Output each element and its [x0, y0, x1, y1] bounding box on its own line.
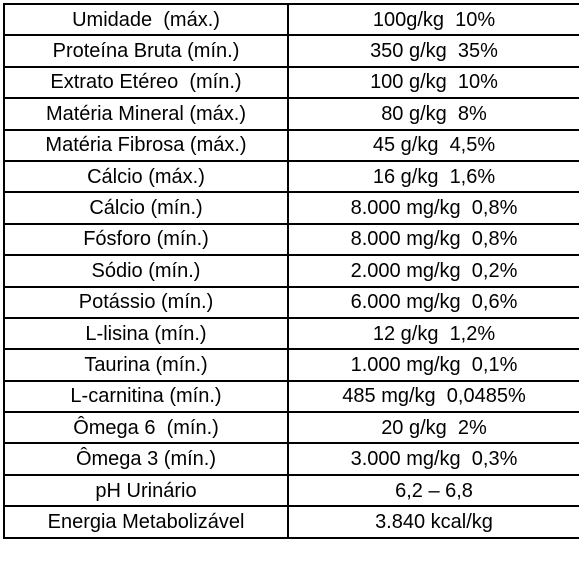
- row-label: L-carnitina (mín.): [3, 379, 289, 414]
- row-value: 3.840 kcal/kg: [287, 505, 579, 539]
- nutrition-table-body: Umidade (máx.) 100g/kg 10% Proteína Bruta…: [3, 2, 579, 539]
- table-row: Taurina (mín.) 1.000 mg/kg 0,1%: [3, 348, 579, 382]
- row-value: 16 g/kg 1,6%: [287, 159, 579, 194]
- row-value: 80 g/kg 8%: [287, 97, 579, 131]
- table-row: Matéria Mineral (máx.) 80 g/kg 8%: [3, 97, 579, 131]
- nutrition-table-container: Umidade (máx.) 100g/kg 10% Proteína Bruta…: [3, 2, 579, 539]
- row-label: Matéria Fibrosa (máx.): [3, 128, 289, 162]
- row-label: Taurina (mín.): [3, 348, 289, 382]
- row-value: 8.000 mg/kg 0,8%: [287, 222, 579, 257]
- row-value: 45 g/kg 4,5%: [287, 128, 579, 162]
- row-label: Ômega 3 (mín.): [3, 442, 289, 476]
- row-value: 485 mg/kg 0,0485%: [287, 379, 579, 414]
- row-value: 3.000 mg/kg 0,3%: [287, 442, 579, 476]
- table-row: Extrato Etéreo (mín.) 100 g/kg 10%: [3, 65, 579, 100]
- table-row: Cálcio (máx.) 16 g/kg 1,6%: [3, 159, 579, 194]
- row-value: 12 g/kg 1,2%: [287, 316, 579, 351]
- row-value: 6,2 – 6,8: [287, 473, 579, 508]
- row-value: 6.000 mg/kg 0,6%: [287, 285, 579, 319]
- table-row: L-lisina (mín.) 12 g/kg 1,2%: [3, 316, 579, 351]
- row-value: 100 g/kg 10%: [287, 65, 579, 100]
- table-row: Ômega 6 (mín.) 20 g/kg 2%: [3, 411, 579, 445]
- row-label: L-lisina (mín.): [3, 316, 289, 351]
- table-row: Cálcio (mín.) 8.000 mg/kg 0,8%: [3, 191, 579, 225]
- table-row: Proteína Bruta (mín.) 350 g/kg 35%: [3, 34, 579, 68]
- row-value: 8.000 mg/kg 0,8%: [287, 191, 579, 225]
- row-label: Extrato Etéreo (mín.): [3, 65, 289, 100]
- row-label: Fósforo (mín.): [3, 222, 289, 257]
- table-row: Sódio (mín.) 2.000 mg/kg 0,2%: [3, 254, 579, 288]
- table-row: Energia Metabolizável 3.840 kcal/kg: [3, 505, 579, 539]
- table-row: Matéria Fibrosa (máx.) 45 g/kg 4,5%: [3, 128, 579, 162]
- row-value: 1.000 mg/kg 0,1%: [287, 348, 579, 382]
- row-label: Matéria Mineral (máx.): [3, 97, 289, 131]
- row-value: 20 g/kg 2%: [287, 411, 579, 445]
- row-value: 100g/kg 10%: [287, 2, 579, 37]
- table-row: Potássio (mín.) 6.000 mg/kg 0,6%: [3, 285, 579, 319]
- row-label: Cálcio (mín.): [3, 191, 289, 225]
- table-row: Ômega 3 (mín.) 3.000 mg/kg 0,3%: [3, 442, 579, 476]
- nutrition-table: Umidade (máx.) 100g/kg 10% Proteína Bruta…: [3, 2, 579, 539]
- row-label: Ômega 6 (mín.): [3, 411, 289, 445]
- row-label: Cálcio (máx.): [3, 159, 289, 194]
- row-label: Potássio (mín.): [3, 285, 289, 319]
- row-label: Sódio (mín.): [3, 254, 289, 288]
- row-label: Energia Metabolizável: [3, 505, 289, 539]
- row-value: 2.000 mg/kg 0,2%: [287, 254, 579, 288]
- table-row: pH Urinário 6,2 – 6,8: [3, 473, 579, 508]
- table-row: L-carnitina (mín.) 485 mg/kg 0,0485%: [3, 379, 579, 414]
- row-label: pH Urinário: [3, 473, 289, 508]
- table-row: Umidade (máx.) 100g/kg 10%: [3, 2, 579, 37]
- row-value: 350 g/kg 35%: [287, 34, 579, 68]
- row-label: Umidade (máx.): [3, 2, 289, 37]
- table-row: Fósforo (mín.) 8.000 mg/kg 0,8%: [3, 222, 579, 257]
- row-label: Proteína Bruta (mín.): [3, 34, 289, 68]
